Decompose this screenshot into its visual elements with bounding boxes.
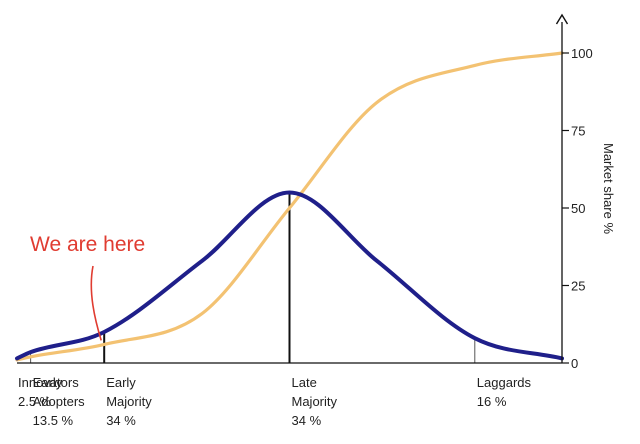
category-label: Early Adopters 13.5 %	[33, 375, 86, 428]
y-tick-label: 100	[571, 46, 593, 61]
y-tick-label: 50	[571, 201, 585, 216]
y-tick-label: 75	[571, 124, 585, 139]
category-label: Early Majority 34 %	[106, 375, 152, 428]
y-axis-arrow-icon	[555, 13, 569, 25]
annotation-we-are-here: We are here	[30, 233, 145, 256]
y-tick-label: 0	[571, 356, 578, 371]
category-label: Late Majority 34 %	[292, 375, 338, 428]
market-share-curve	[15, 51, 564, 362]
category-labels: Innovators 2.5 %Early Adopters 13.5 % Early M…	[18, 375, 532, 428]
category-label: Laggards 16 %	[477, 375, 532, 409]
adoption-bell-curve	[15, 190, 564, 361]
annotation-pointer	[90, 265, 102, 341]
y-axis-title: Market share %	[601, 143, 616, 234]
category-label: Innovators 2.5 %	[18, 375, 79, 409]
y-tick-label: 25	[571, 279, 585, 294]
y-axis-ticks: 0 25 50 75 100	[562, 46, 593, 371]
segment-dividers	[30, 192, 476, 363]
